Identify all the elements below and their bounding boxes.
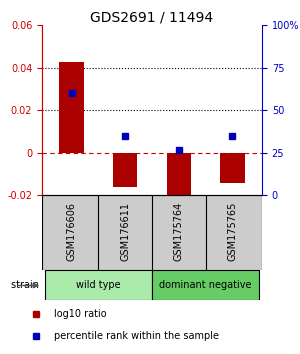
FancyBboxPatch shape bbox=[45, 270, 152, 301]
Text: strain: strain bbox=[11, 280, 42, 291]
Bar bbox=[59, 62, 84, 153]
Text: GSM175765: GSM175765 bbox=[227, 202, 238, 261]
Bar bbox=[220, 153, 244, 183]
Bar bbox=[113, 153, 137, 187]
Text: GSM176611: GSM176611 bbox=[120, 202, 130, 261]
Text: log10 ratio: log10 ratio bbox=[54, 309, 106, 319]
Text: dominant negative: dominant negative bbox=[159, 280, 252, 291]
Text: percentile rank within the sample: percentile rank within the sample bbox=[54, 331, 219, 342]
Text: GSM176606: GSM176606 bbox=[67, 202, 76, 261]
Bar bbox=[167, 153, 191, 200]
FancyBboxPatch shape bbox=[42, 195, 262, 270]
Title: GDS2691 / 11494: GDS2691 / 11494 bbox=[90, 10, 214, 24]
FancyBboxPatch shape bbox=[152, 270, 259, 301]
Text: GSM175764: GSM175764 bbox=[174, 202, 184, 261]
Text: wild type: wild type bbox=[76, 280, 121, 291]
